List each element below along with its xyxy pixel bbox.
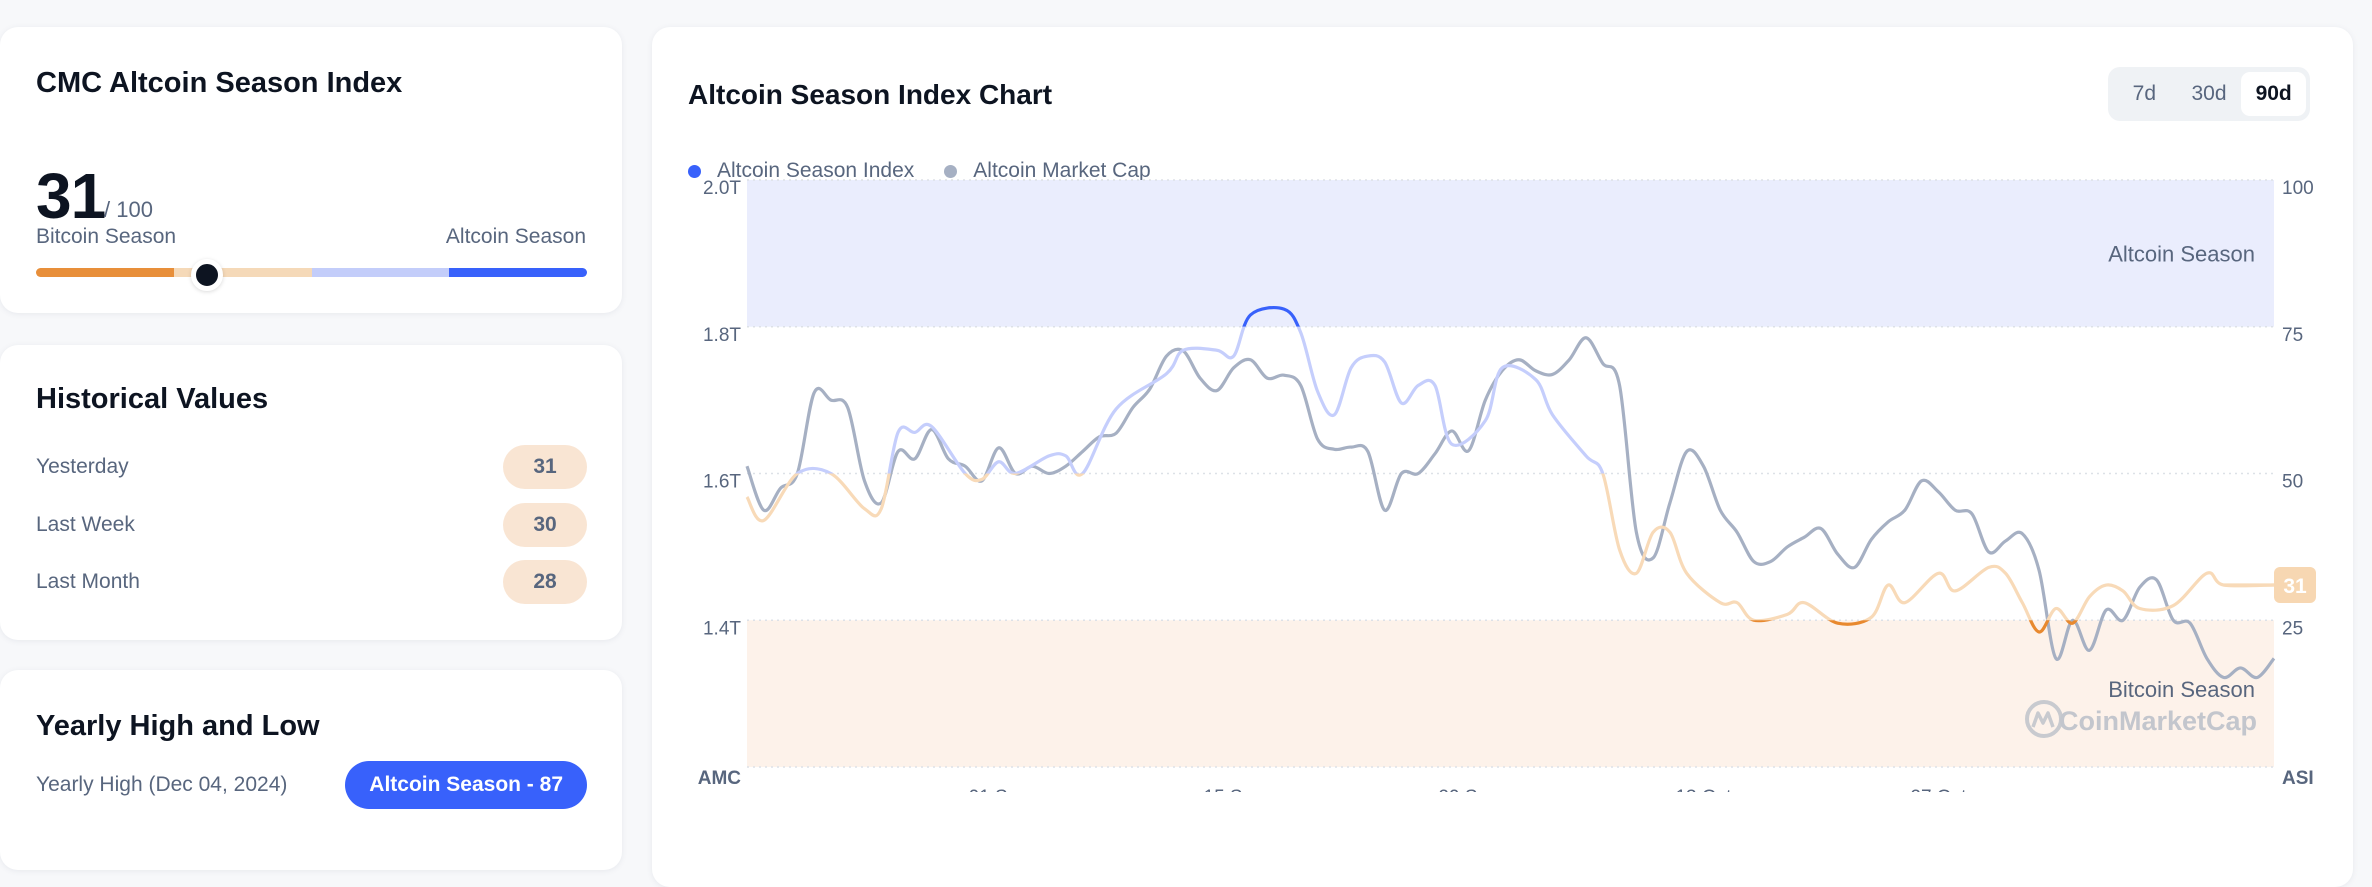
value-badge: 30	[503, 503, 587, 547]
card-title: Historical Values	[36, 383, 269, 415]
gauge-segment	[311, 268, 450, 277]
historical-row-last-month: Last Month 28	[36, 560, 587, 604]
historical-values-card: Historical Values Yesterday 31 Last Week…	[0, 345, 622, 640]
range-7d-button[interactable]: 7d	[2132, 82, 2157, 105]
index-value: 31	[36, 160, 106, 232]
row-label: Last Month	[36, 570, 140, 593]
row-label: Last Week	[36, 513, 135, 536]
chart-title: Altcoin Season Index Chart	[688, 79, 1053, 110]
row-label: Yesterday	[36, 455, 129, 478]
gauge-segment	[36, 268, 174, 277]
value-badge: 31	[503, 445, 587, 489]
yearly-high-row: Yearly High (Dec 04, 2024) Altcoin Seaso…	[36, 761, 587, 809]
range-30d-button[interactable]: 30d	[2191, 82, 2227, 105]
card-title: Yearly High and Low	[36, 710, 320, 742]
historical-row-last-week: Last Week 30	[36, 503, 587, 547]
chart-card: Altcoin Season Index Chart Altcoin Seaso…	[652, 27, 2353, 887]
range-toggle: 7d 30d 90d	[2108, 67, 2310, 121]
legend-dot-mcap	[944, 164, 958, 178]
altcoin-season-index-card: CMC Altcoin Season Index 31 / 100 Bitcoi…	[0, 27, 622, 313]
altcoin-season-label: Altcoin Season	[445, 225, 586, 248]
chart-legend: Altcoin Season Index Altcoin Market Cap	[688, 159, 1151, 183]
historical-row-yesterday: Yesterday 31	[36, 445, 587, 489]
gauge-segment	[449, 268, 587, 277]
yearly-high-low-card: Yearly High and Low Yearly High (Dec 04,…	[0, 670, 622, 870]
legend-label[interactable]: Altcoin Market Cap	[973, 159, 1151, 182]
value-badge: 28	[503, 560, 587, 604]
index-max: / 100	[104, 197, 153, 222]
legend-label[interactable]: Altcoin Season Index	[717, 159, 915, 182]
bitcoin-season-label: Bitcoin Season	[36, 225, 177, 248]
legend-dot-asi	[688, 164, 701, 178]
range-90d-button[interactable]: 90d	[2241, 72, 2307, 116]
gauge-segment	[173, 268, 312, 277]
yearly-high-badge: Altcoin Season - 87	[345, 761, 587, 809]
card-title: CMC Altcoin Season Index	[36, 67, 403, 99]
season-gauge-bar	[36, 268, 587, 277]
gauge-indicator	[190, 259, 223, 291]
row-label: Yearly High (Dec 04, 2024)	[36, 773, 288, 796]
